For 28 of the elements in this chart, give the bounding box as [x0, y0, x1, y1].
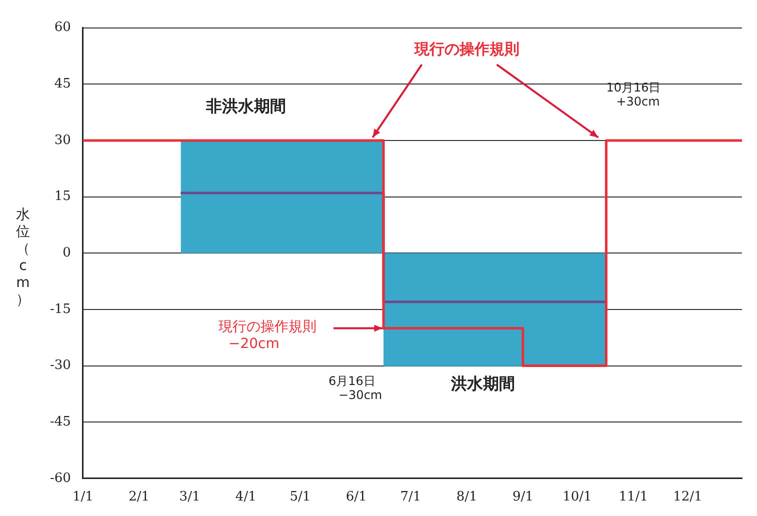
x-tick-label: 10/1: [562, 490, 592, 505]
y-axis-title: 水位（cm）: [16, 207, 30, 309]
x-tick-label: 4/1: [235, 490, 256, 505]
annotation: 現行の操作規則: [413, 40, 520, 58]
y-tick-label: 15: [54, 189, 71, 204]
y-tick-label: 0: [62, 245, 71, 260]
annotation: 6月16日 −30cm: [328, 374, 382, 402]
x-tick-label: 8/1: [456, 490, 478, 505]
annotation: 10月16日 +30cm: [606, 80, 661, 109]
y-tick-label: -30: [50, 358, 71, 374]
x-tick-label: 12/1: [673, 490, 702, 505]
y-tick-label: -15: [50, 302, 71, 317]
x-tick-label: 3/1: [179, 490, 200, 505]
x-tick-label: 11/1: [618, 490, 648, 505]
annotation: 洪水期間: [450, 374, 516, 394]
x-tick-label: 7/1: [400, 490, 422, 505]
y-tick-label: -45: [50, 414, 71, 430]
x-tick-label: 6/1: [346, 490, 367, 505]
y-tick-label: 60: [54, 20, 71, 36]
annotation: 現行の操作規則 −20cm: [218, 318, 316, 352]
x-tick-label: 9/1: [512, 490, 534, 505]
y-tick-label: 45: [54, 76, 71, 92]
x-tick-label: 5/1: [290, 490, 311, 505]
annotation: 非洪水期間: [204, 96, 286, 116]
y-tick-label: 30: [54, 132, 71, 148]
x-tick-label: 2/1: [128, 490, 150, 505]
y-tick-label: -60: [50, 470, 71, 486]
x-tick-label: 1/1: [72, 490, 94, 505]
